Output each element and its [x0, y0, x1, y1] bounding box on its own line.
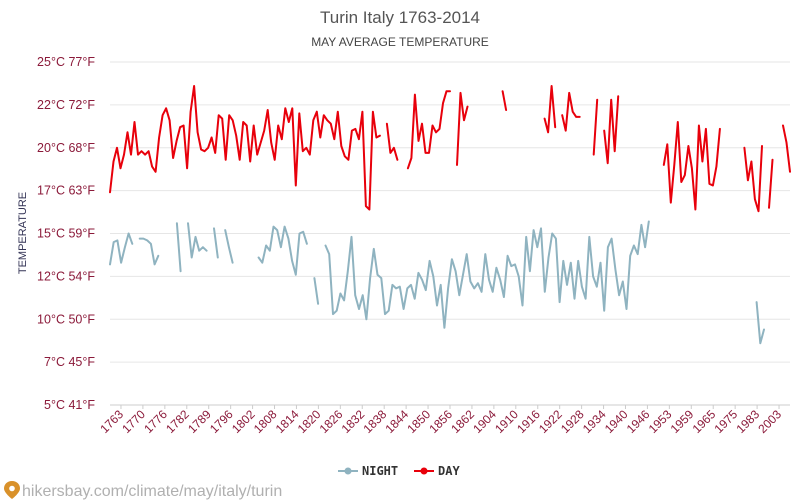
x-tick-label: 1789	[185, 407, 214, 436]
x-tick-label: 2003	[755, 407, 784, 436]
x-tick-label: 1965	[690, 407, 719, 436]
legend-night[interactable]: NIGHT	[338, 464, 398, 478]
x-tick-label: 1850	[404, 407, 433, 436]
watermark[interactable]: hikersbay.com/climate/may/italy/turin	[4, 481, 282, 500]
y-tick-label: 22°C 72°F	[37, 98, 95, 112]
legend-night-marker	[344, 467, 352, 475]
x-tick-label: 1862	[448, 407, 477, 436]
location-pin-icon	[4, 481, 20, 499]
legend-day-marker	[420, 467, 428, 475]
x-tick-label: 1796	[207, 407, 236, 436]
chart-subtitle: MAY AVERAGE TEMPERATURE	[311, 35, 489, 49]
x-tick-label: 1928	[558, 407, 587, 436]
y-tick-label: 25°C 77°F	[37, 55, 95, 69]
x-tick-label: 1814	[273, 407, 302, 436]
legend-day-label: DAY	[438, 464, 460, 478]
legend-day[interactable]: DAY	[414, 464, 460, 478]
y-axis-ticks: 5°C 41°F 7°C 45°F 10°C 50°F 12°C 54°F 15°C 5…	[37, 55, 95, 412]
x-tick-label: 1802	[229, 407, 258, 436]
watermark-text: hikersbay.com/climate/may/italy/turin	[22, 483, 282, 500]
x-tick-label: 1975	[712, 407, 741, 436]
x-tick-label: 1922	[536, 407, 565, 436]
legend: NIGHT DAY	[338, 464, 460, 478]
y-tick-label: 15°C 59°F	[37, 227, 95, 241]
grid-lines	[110, 61, 790, 406]
x-tick-label: 1916	[514, 407, 543, 436]
x-tick-label: 1934	[580, 407, 609, 436]
x-tick-label: 1856	[426, 407, 455, 436]
y-tick-label: 17°C 63°F	[37, 184, 95, 198]
series-line-day	[109, 85, 791, 213]
x-tick-label: 1820	[295, 407, 324, 436]
x-tick-label: 1838	[361, 407, 390, 436]
x-tick-label: 1770	[119, 407, 148, 436]
x-tick-label: 1776	[141, 407, 170, 436]
y-tick-label: 12°C 54°F	[37, 269, 95, 283]
x-tick-label: 1904	[470, 407, 499, 436]
legend-night-label: NIGHT	[362, 464, 398, 478]
x-tick-label: 1763	[97, 407, 126, 436]
chart-title: Turin Italy 1763-2014	[320, 8, 480, 27]
x-axis-ticks: 1763177017761782178917961802180818141820…	[97, 405, 784, 436]
x-tick-label: 1946	[624, 407, 653, 436]
x-tick-label: 1782	[163, 407, 192, 436]
x-tick-label: 1844	[382, 407, 411, 436]
y-tick-label: 5°C 41°F	[44, 398, 95, 412]
x-tick-label: 1826	[317, 407, 346, 436]
x-tick-label: 1959	[668, 407, 697, 436]
y-tick-label: 7°C 45°F	[44, 355, 95, 369]
y-tick-label: 20°C 68°F	[37, 141, 95, 155]
y-tick-label: 10°C 50°F	[37, 312, 95, 326]
series-lines	[109, 85, 791, 345]
x-tick-label: 1910	[492, 407, 521, 436]
x-tick-label: 1832	[339, 407, 368, 436]
series-line-night	[109, 220, 765, 345]
x-tick-label: 1983	[733, 407, 762, 436]
y-axis-label: TEMPERATURE	[17, 192, 29, 274]
x-tick-label: 1940	[602, 407, 631, 436]
x-tick-label: 1808	[251, 407, 280, 436]
x-tick-label: 1953	[646, 407, 675, 436]
